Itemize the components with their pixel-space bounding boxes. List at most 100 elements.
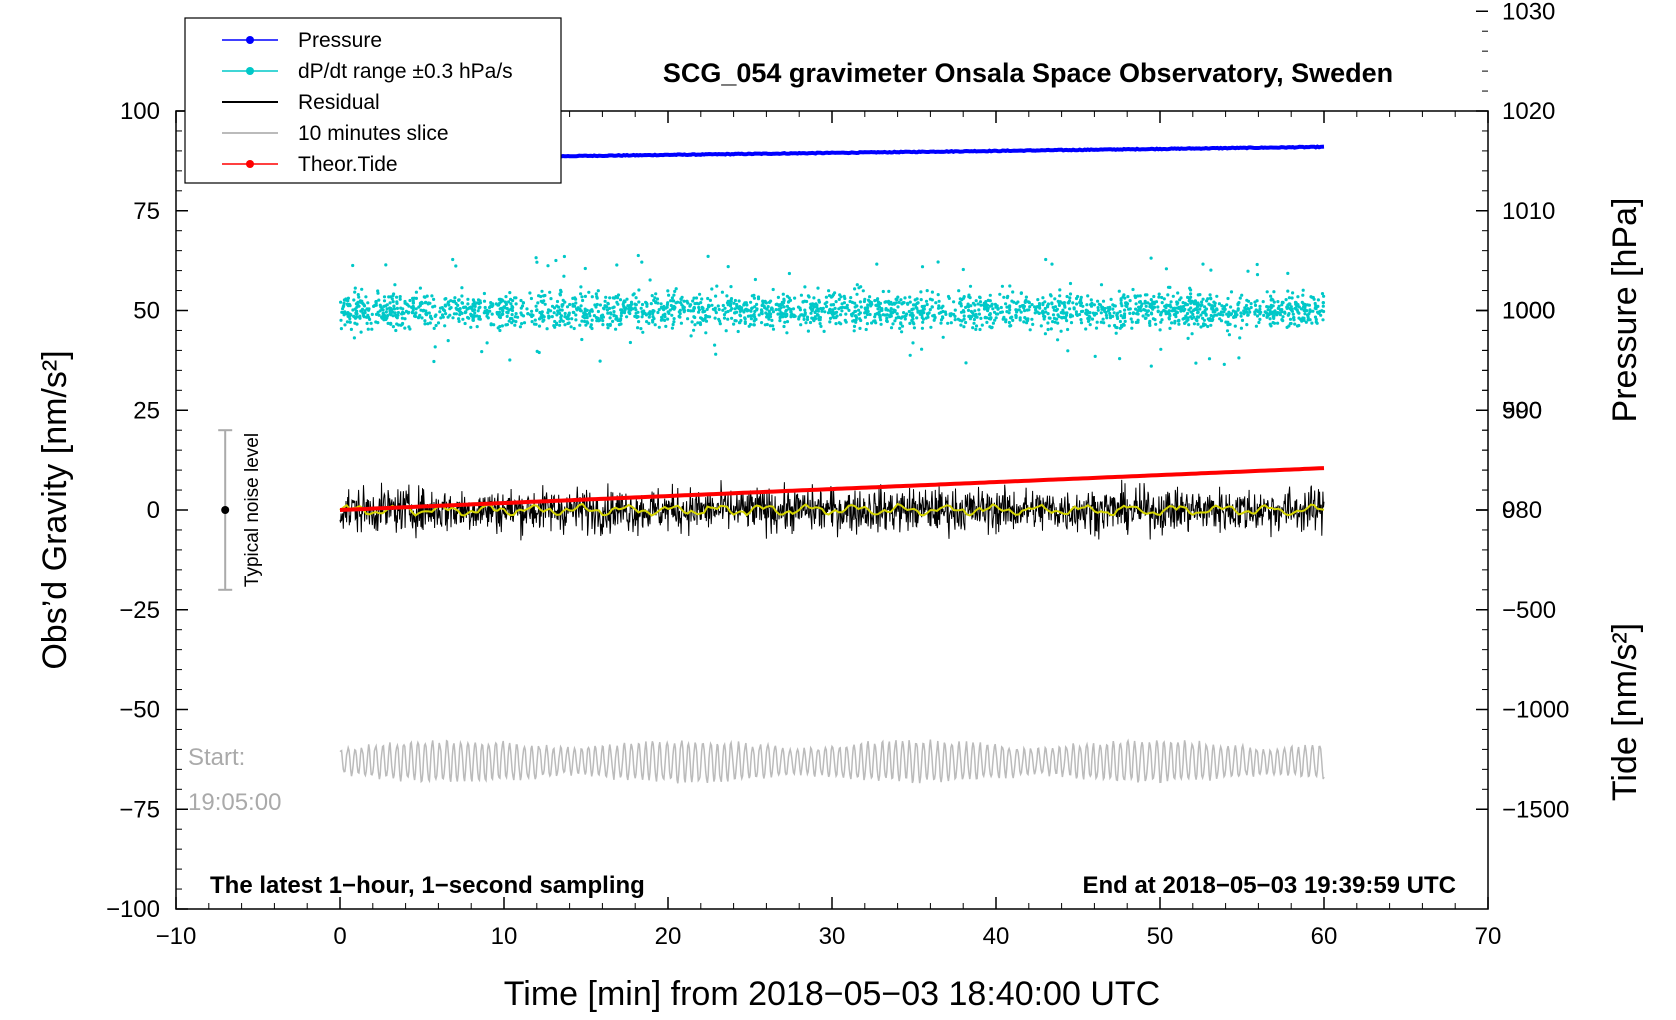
- dpdt-point: [353, 290, 357, 294]
- dpdt-point: [505, 306, 509, 311]
- dpdt-point: [693, 302, 697, 306]
- dpdt-point: [1021, 303, 1025, 308]
- dpdt-point: [410, 305, 414, 309]
- dpdt-point: [1213, 313, 1217, 317]
- dpdt-point: [449, 306, 453, 310]
- dpdt-point: [498, 307, 502, 311]
- dpdt-point: [781, 292, 785, 296]
- dpdt-point: [558, 308, 562, 312]
- dpdt-point: [348, 314, 352, 318]
- dpdt-point: [768, 324, 773, 328]
- dpdt-point: [462, 305, 466, 309]
- dpdt-point: [1215, 307, 1219, 311]
- dpdt-point: [1196, 315, 1201, 319]
- dpdt-point: [1269, 324, 1273, 328]
- dpdt-point: [1227, 310, 1231, 314]
- dpdt-point: [568, 302, 572, 307]
- dpdt-point: [354, 312, 358, 316]
- dpdt-point: [546, 311, 550, 315]
- dpdt-point: [730, 316, 734, 320]
- dpdt-point: [968, 317, 973, 321]
- dpdt-point: [805, 317, 810, 322]
- dpdt-point: [764, 301, 769, 305]
- dpdt-point: [461, 317, 465, 321]
- dpdt-point: [1314, 317, 1318, 322]
- dpdt-point: [710, 287, 714, 291]
- dpdt-point: [1144, 304, 1148, 308]
- dpdt-point: [883, 300, 887, 304]
- dpdt-point: [369, 321, 373, 325]
- dpdt-point: [682, 299, 686, 303]
- dpdt-point: [411, 301, 415, 305]
- dpdt-point: [519, 298, 523, 303]
- dpdt-point: [1042, 317, 1046, 321]
- dpdt-point: [475, 325, 479, 329]
- dpdt-point: [400, 316, 404, 320]
- dpdt-point: [598, 303, 603, 307]
- dpdt-point: [374, 299, 378, 304]
- dpdt-point: [919, 290, 923, 294]
- dpdt-point: [1171, 294, 1175, 298]
- dpdt-point: [1135, 312, 1139, 316]
- dpdt-point: [559, 314, 564, 318]
- dpdt-point: [1269, 294, 1273, 298]
- dpdt-point: [1089, 298, 1093, 302]
- dpdt-point: [977, 312, 982, 316]
- dpdt-point: [1209, 296, 1213, 300]
- dpdt-point: [716, 304, 720, 308]
- dpdt-point: [367, 307, 371, 311]
- dpdt-point: [936, 293, 940, 297]
- dpdt-point: [1113, 323, 1117, 328]
- dpdt-point: [645, 320, 649, 324]
- dpdt-point: [691, 299, 695, 303]
- dpdt-point: [749, 317, 754, 321]
- dpdt-point: [1220, 304, 1224, 308]
- dpdt-point: [984, 300, 988, 304]
- dpdt-point: [510, 313, 514, 317]
- dpdt-point: [858, 311, 863, 315]
- dpdt-point: [667, 293, 671, 297]
- dpdt-point: [1023, 300, 1027, 304]
- dpdt-point: [356, 293, 360, 297]
- dpdt-point: [1148, 305, 1152, 309]
- dpdt-point: [608, 316, 612, 320]
- dpdt-point: [542, 294, 546, 298]
- dpdt-point: [1130, 320, 1134, 324]
- residual-smooth-series: [339, 502, 1325, 517]
- dpdt-point: [574, 318, 578, 322]
- dpdt-point: [933, 316, 937, 320]
- dpdt-point: [704, 331, 708, 335]
- y-axis-pressure: 1030 1020 1010 1000 990 980: [1476, 0, 1555, 524]
- dpdt-point: [606, 311, 610, 315]
- dpdt-point: [781, 315, 785, 319]
- dpdt-point: [606, 301, 610, 305]
- dpdt-point: [574, 301, 578, 305]
- dpdt-point: [672, 304, 676, 309]
- dpdt-point: [998, 292, 1002, 296]
- dpdt-point: [362, 314, 366, 318]
- dpdt-point: [472, 300, 476, 304]
- dpdt-point: [812, 296, 816, 300]
- dpdt-point: [1068, 292, 1073, 296]
- dpdt-point: [1074, 310, 1078, 314]
- dpdt-point: [440, 306, 444, 310]
- dpdt-point: [1118, 319, 1122, 324]
- dpdt-point: [1265, 290, 1269, 294]
- dpdt-point: [797, 315, 801, 319]
- dpdt-point: [500, 324, 504, 328]
- dpdt-point: [1182, 316, 1186, 320]
- dpdt-point: [423, 301, 427, 305]
- dpdt-point: [1101, 317, 1105, 321]
- dpdt-point: [563, 311, 567, 316]
- dpdt-point: [920, 265, 925, 269]
- dpdt-point: [828, 308, 832, 312]
- dpdt-point: [392, 292, 396, 296]
- dpdt-point: [529, 296, 534, 301]
- dpdt-point: [414, 314, 418, 319]
- dpdt-point: [432, 297, 436, 301]
- dpdt-point: [372, 304, 376, 308]
- dpdt-point: [1320, 309, 1324, 313]
- dpdt-point: [754, 317, 758, 321]
- dpdt-point: [439, 316, 443, 320]
- dpdt-point: [906, 301, 910, 305]
